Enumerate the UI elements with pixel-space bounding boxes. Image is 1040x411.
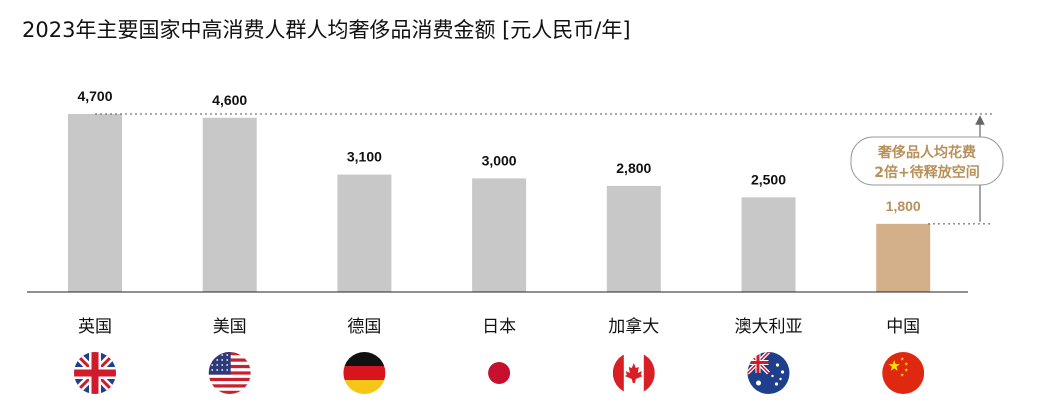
- australia-flag-icon: [747, 352, 790, 394]
- category-label-4: 加拿大: [608, 316, 659, 337]
- bar-0: [68, 114, 122, 292]
- bar-5: [741, 197, 796, 292]
- category-label-2: 德国: [347, 317, 381, 337]
- value-label-0: 4,700: [77, 88, 112, 104]
- value-label-4: 2,800: [616, 160, 651, 176]
- canada-flag-icon: [612, 352, 655, 394]
- category-label-5: 澳大利亚: [735, 317, 803, 337]
- value-label-6: 1,800: [886, 198, 921, 214]
- callout-bubble: [850, 136, 1004, 186]
- bar-4: [606, 185, 661, 292]
- callout-line2: 2倍+待释放空间: [874, 164, 979, 181]
- bar-6: [876, 223, 931, 292]
- us-flag-icon: [208, 352, 251, 394]
- callout-line1: 奢侈品人均花费: [877, 144, 976, 161]
- category-label-3: 日本: [482, 317, 516, 337]
- bar-3: [472, 178, 527, 292]
- value-label-1: 4,600: [212, 92, 247, 108]
- chart-title: 2023年主要国家中高消费人群人均奢侈品消费金额 [元人民币/年]: [22, 18, 631, 42]
- value-label-5: 2,500: [751, 171, 786, 187]
- value-label-2: 3,100: [347, 149, 382, 165]
- germany-flag-icon: [343, 352, 386, 394]
- uk-flag-icon: [74, 352, 116, 394]
- japan-flag-icon: [478, 352, 521, 394]
- bar-2: [337, 174, 392, 292]
- category-label-6: 中国: [886, 317, 920, 337]
- bar-1: [202, 117, 257, 292]
- value-label-3: 3,000: [482, 152, 517, 168]
- china-flag-icon: [882, 352, 925, 394]
- category-label-0: 英国: [78, 317, 112, 337]
- category-label-1: 美国: [213, 317, 247, 337]
